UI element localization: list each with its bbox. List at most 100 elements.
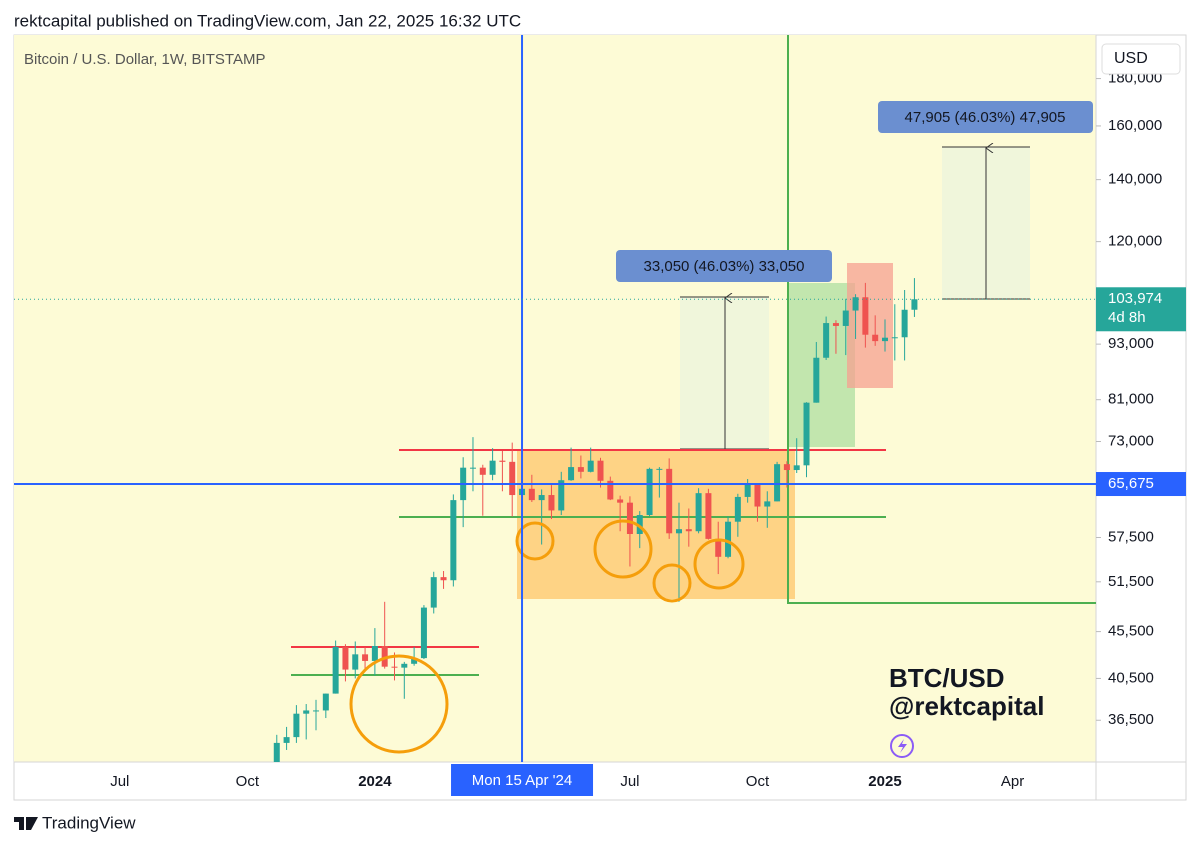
candle-body xyxy=(420,607,427,659)
candle-body xyxy=(509,461,516,496)
candle-body xyxy=(332,646,339,694)
crosshair-time: Mon 15 Apr '24 xyxy=(472,772,572,789)
trend-line xyxy=(787,35,1096,604)
x-tick-label: Jul xyxy=(620,773,639,790)
candle-body xyxy=(715,538,722,557)
candle-body xyxy=(597,460,604,481)
candle-body xyxy=(872,334,879,342)
candle-body xyxy=(303,710,310,714)
candle-body xyxy=(489,460,496,475)
candle-body xyxy=(499,460,506,462)
pullback-box xyxy=(847,263,893,388)
chart-title: Bitcoin / U.S. Dollar, 1W, BITSTAMP xyxy=(24,51,265,68)
candle-body xyxy=(558,480,565,511)
y-tick-label: 40,500 xyxy=(1108,669,1154,686)
candle-body xyxy=(313,710,320,712)
candle-body xyxy=(675,529,682,534)
candle-body xyxy=(685,529,692,532)
x-tick-label: Oct xyxy=(746,773,770,790)
candle-body xyxy=(273,742,280,762)
candle-body xyxy=(695,493,702,532)
candle-body xyxy=(293,713,300,738)
candle-body xyxy=(793,465,800,471)
y-tick-label: 160,000 xyxy=(1108,117,1162,134)
y-tick-label: 81,000 xyxy=(1108,391,1154,408)
candle-body xyxy=(842,310,849,326)
crosshair-price: 65,675 xyxy=(1108,475,1154,492)
circles xyxy=(349,519,745,754)
candle-body xyxy=(401,663,408,668)
x-tick-label: 2024 xyxy=(358,773,392,790)
highlight-circle xyxy=(652,563,692,603)
candle-body xyxy=(450,500,457,581)
x-tick-label: Jul xyxy=(110,773,129,790)
logo xyxy=(14,817,38,830)
candle-body xyxy=(832,323,839,326)
countdown: 4d 8h xyxy=(1108,309,1146,326)
candle-body xyxy=(381,646,388,667)
y-tick-label: 140,000 xyxy=(1108,171,1162,188)
last-price-box xyxy=(1096,287,1186,332)
candle-body xyxy=(911,299,918,310)
candle-body xyxy=(568,467,575,481)
plot xyxy=(273,35,1096,762)
candle-body xyxy=(764,501,771,507)
candle-body xyxy=(646,468,653,516)
candle-body xyxy=(411,658,418,664)
candle-body xyxy=(577,467,584,472)
highlight-circle xyxy=(349,654,449,754)
candle-body xyxy=(548,495,555,511)
candle-body xyxy=(342,646,349,670)
candle-body xyxy=(371,646,378,661)
candle-body xyxy=(734,496,741,522)
y-tick-label: 51,500 xyxy=(1108,573,1154,590)
x-tick-label: Apr xyxy=(1001,773,1024,790)
footer: TradingView xyxy=(42,813,136,832)
y-tick-label: 93,000 xyxy=(1108,335,1154,352)
measure-label: 33,050 (46.03%) 33,050 xyxy=(644,258,805,275)
candle-body xyxy=(744,484,751,497)
crosshair-time-box xyxy=(451,764,594,796)
candle-body xyxy=(528,488,535,501)
y-tick-label: 57,500 xyxy=(1108,528,1154,545)
highlight-circle xyxy=(515,521,555,561)
currency: USD xyxy=(1114,50,1148,67)
candle-body xyxy=(656,468,663,470)
x-tick-label: Oct xyxy=(236,773,260,790)
candle-body xyxy=(862,297,869,335)
candle-body xyxy=(774,464,781,502)
highlight-circle xyxy=(693,538,745,590)
candle-body xyxy=(626,502,633,535)
candle-body xyxy=(587,460,594,472)
crosshair-price-box xyxy=(1096,472,1186,497)
candle-body xyxy=(538,495,545,501)
measure-label: 47,905 (46.03%) 47,905 xyxy=(905,109,1066,126)
candle-body xyxy=(725,521,732,557)
candle-body xyxy=(607,480,614,500)
candle-body xyxy=(881,337,888,342)
candle-body xyxy=(852,297,859,311)
candle-body xyxy=(891,337,898,339)
candle-body xyxy=(322,693,329,711)
y-tick-label: 36,500 xyxy=(1108,711,1154,728)
currency-button[interactable] xyxy=(1101,43,1181,75)
candle-body xyxy=(813,357,820,403)
candle-body xyxy=(705,493,712,539)
candle-body xyxy=(901,309,908,338)
measure-label-box xyxy=(616,250,832,282)
candle-body xyxy=(469,467,476,469)
y-tick-label: 120,000 xyxy=(1108,233,1162,250)
candle-body xyxy=(479,467,486,475)
last-price: 103,974 xyxy=(1108,290,1162,307)
candle-body xyxy=(803,402,810,466)
watermark: @rektcapital xyxy=(889,691,1044,721)
x-tick-label: 2025 xyxy=(868,773,901,790)
candle-body xyxy=(430,577,437,608)
candle-body xyxy=(754,484,761,507)
candle-body xyxy=(391,666,398,668)
candle-body xyxy=(352,654,359,670)
y-tick-label: 45,500 xyxy=(1108,623,1154,640)
candle-body xyxy=(440,577,447,581)
candle-body xyxy=(783,464,790,471)
